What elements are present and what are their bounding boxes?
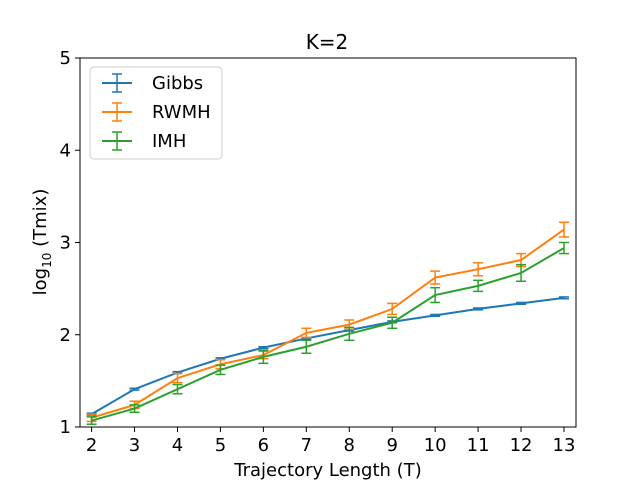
rwmh-errorbar [473,262,484,277]
gibbs-errorbar [516,301,527,306]
y-axis-label-rest: (Tmix) [30,189,51,253]
plot-border [79,57,577,428]
gibbs-errorbar [473,307,484,311]
imh-errorbar [301,339,312,354]
x-tick-label: 5 [215,435,226,456]
y-tick-label: 4 [60,140,71,161]
rwmh-errorbar [387,302,398,316]
gibbs-line [91,296,565,415]
series-group [86,221,569,425]
imh-errorbar [430,286,441,304]
imh-errorbar [129,404,140,413]
y-tick-label: 1 [60,417,71,438]
chart-title: K=2 [306,30,349,54]
imh-errorbar [215,364,226,376]
x-tick-label: 12 [510,435,533,456]
legend-item-gibbs: Gibbs [102,73,203,94]
rwmh-errorbar [301,327,312,339]
y-axis-label-main: log [30,268,51,295]
x-tick-label: 4 [172,435,183,456]
x-tick-label: 3 [129,435,140,456]
imh-errorbar [473,279,484,293]
x-tick-label: 9 [386,435,397,456]
imh-errorbar [86,416,97,425]
rwmh-errorbar [430,270,441,285]
imh-errorbar [387,316,398,330]
x-tick-label: 11 [467,435,490,456]
series-imh [86,241,569,425]
y-axis-label-subscript: 10 [40,253,54,268]
imh-errorbar [516,263,527,282]
legend-box [89,66,223,160]
x-tick-label: 2 [86,435,97,456]
y-tick-label: 5 [60,48,71,69]
gibbs-errorbar [430,313,441,318]
series-rwmh [86,221,569,423]
legend-item-rwmh: RWMH [102,102,211,123]
legend-label-gibbs: Gibbs [152,73,203,94]
x-tick-label: 10 [424,435,447,456]
imh-errorbar [558,241,569,255]
y-axis-label: log10 (Tmix) [30,189,54,296]
imh-errorbar [344,326,355,342]
legend-label-imh: IMH [152,131,186,152]
rwmh-errorbar [172,372,183,384]
x-tick-label: 13 [553,435,576,456]
imh-errorbar [172,383,183,395]
legend-label-rwmh: RWMH [152,102,211,123]
x-tick-label: 7 [301,435,312,456]
y-tick-label: 3 [60,233,71,254]
imh-errorbar [258,349,269,365]
legend: Gibbs RWMH IMH [89,66,223,160]
legend-item-imh: IMH [102,131,186,152]
gibbs-errorbar [129,387,140,391]
gibbs-errorbar [558,296,569,300]
gibbs-errorbar [258,345,269,350]
x-tick-label: 6 [258,435,269,456]
y-tick-label: 2 [60,325,71,346]
rwmh-errorbar [558,221,569,238]
x-tick-label: 8 [344,435,355,456]
imh-line [91,247,565,422]
rwmh-line [91,228,565,419]
x-axis-label: Trajectory Length (T) [233,460,421,480]
